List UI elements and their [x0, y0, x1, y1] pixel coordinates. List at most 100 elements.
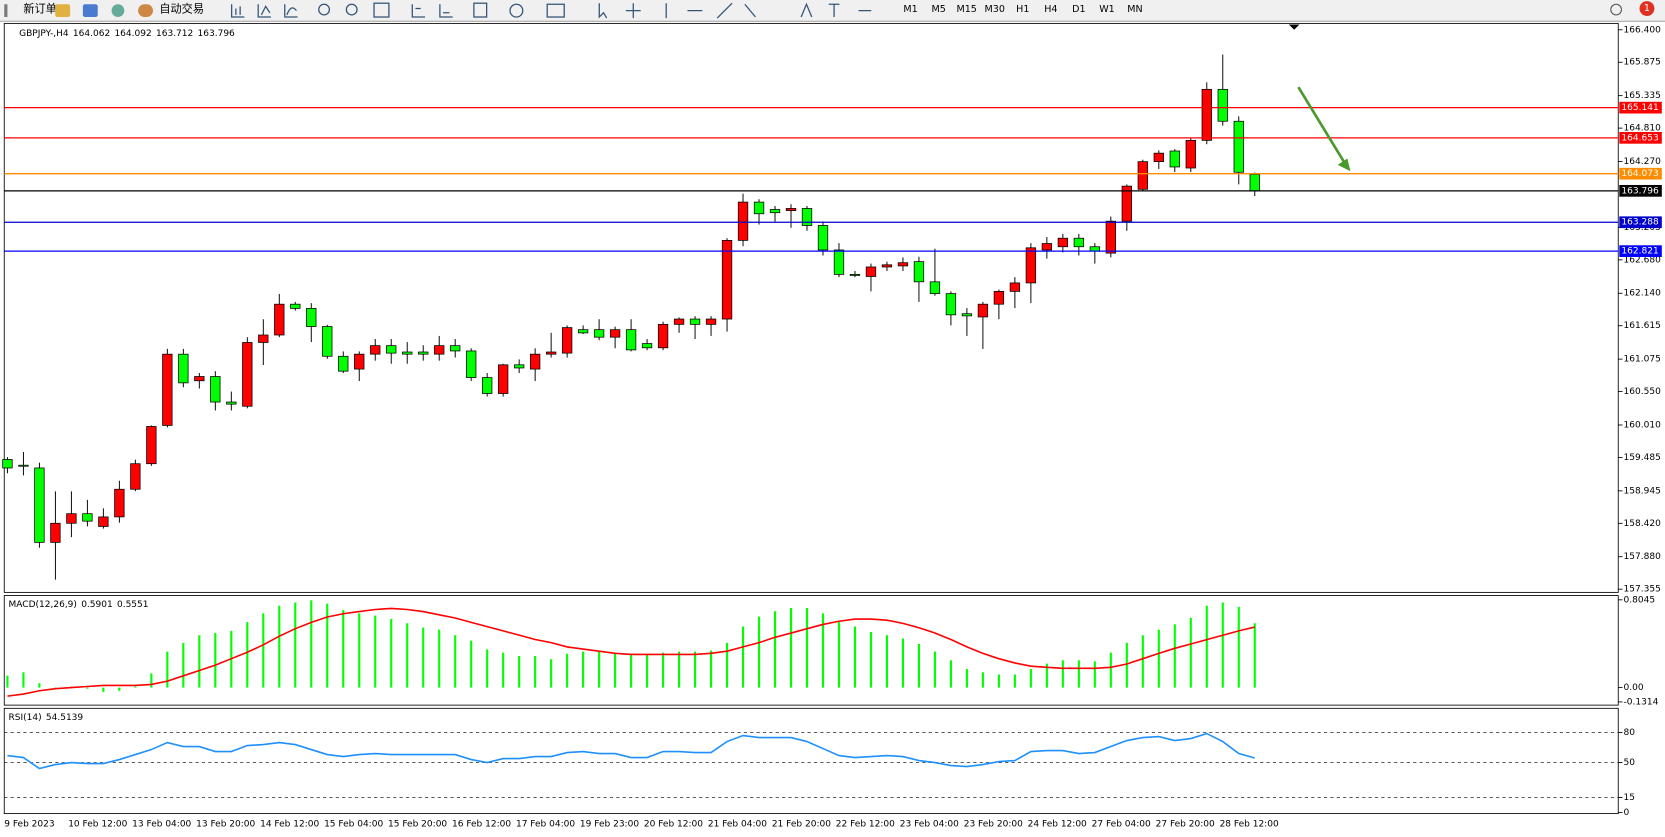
new-order-button[interactable]: 新订单: [23, 2, 56, 16]
icon[interactable]: [665, 2, 756, 19]
candle-body: [913, 261, 925, 283]
macd-bar: [342, 610, 345, 688]
header-value: 164.092: [114, 28, 151, 38]
timeframe-button[interactable]: H4: [1044, 4, 1057, 15]
icon[interactable]: [439, 4, 453, 18]
header-value: 164.062: [73, 28, 110, 38]
icon[interactable]: [55, 4, 71, 18]
icon[interactable]: [230, 4, 245, 18]
price-level-label: 164.653: [1621, 133, 1659, 143]
candle-body: [641, 343, 653, 349]
icon[interactable]: [345, 3, 358, 16]
macd-bar: [118, 687, 121, 691]
macd-bar: [550, 659, 553, 688]
macd-bar: [805, 607, 809, 688]
candle-body: [961, 313, 973, 317]
grip: [4, 4, 8, 18]
candle-body: [98, 516, 109, 527]
icon[interactable]: [373, 2, 390, 18]
candle-body: [258, 334, 269, 343]
search-icon[interactable]: [1610, 3, 1622, 16]
macd-bar: [1173, 624, 1176, 688]
icon[interactable]: [625, 3, 641, 19]
icon[interactable]: [800, 2, 872, 18]
candle-body: [354, 353, 365, 370]
candle-body: [1105, 220, 1116, 254]
candle-body: [561, 327, 573, 354]
auto-trading-button[interactable]: 自动交易: [159, 2, 204, 16]
chart-layer: 166.400 165.875 165.335 164.810 164.270 163.2…: [2, 25, 1662, 830]
y-tick-label: 159.485: [1624, 453, 1661, 463]
x-tick-label: 15 Feb 20:00: [388, 820, 447, 830]
notification-badge[interactable]: [1639, 1, 1655, 16]
timeframe-button[interactable]: M5: [931, 4, 945, 15]
auto-trading-icon[interactable]: [138, 4, 154, 18]
macd-bar: [630, 654, 633, 688]
y-tick-label: 161.075: [1624, 355, 1661, 365]
x-tick-label: 15 Feb 04:00: [324, 820, 383, 830]
header-title: RSI(14): [9, 712, 42, 722]
price-level-tag: [1619, 245, 1662, 257]
icon[interactable]: [509, 3, 524, 18]
candle-body: [34, 467, 45, 543]
y-tick-label: 162.140: [1624, 289, 1662, 299]
icon[interactable]: [473, 2, 488, 18]
macd-bar: [1237, 606, 1240, 688]
candle-body: [577, 329, 589, 334]
x-tick-label: 24 Feb 12:00: [1028, 820, 1087, 830]
macd-bar: [1061, 660, 1064, 688]
candle-body: [929, 281, 941, 294]
x-tick-label: 20 Feb 12:00: [644, 820, 703, 830]
icon[interactable]: [546, 3, 565, 18]
toolbar: 新订单 自动交易 1 M1 M5 M15 M30 H1 H4 D1 W1 MN: [0, 0, 1665, 22]
timeframe-button[interactable]: W1: [1099, 4, 1115, 15]
header-value: 0.5901: [81, 600, 113, 610]
x-tick-label: 9 Feb 2023: [4, 820, 55, 830]
icon[interactable]: [284, 4, 298, 18]
candle-body: [529, 353, 541, 370]
shift-marker: [1288, 24, 1300, 30]
x-tick-label: 13 Feb 04:00: [132, 820, 191, 830]
candle-body: [673, 318, 685, 325]
candle-body: [210, 376, 221, 403]
x-tick-label: 27 Feb 20:00: [1156, 820, 1215, 830]
macd-bar: [438, 629, 441, 688]
macd-bar: [246, 622, 249, 688]
indicator-header: RSI(14) 54.5139: [9, 712, 84, 722]
icon[interactable]: [411, 4, 426, 18]
toolbar-bg: [0, 0, 1665, 22]
timeframe-button[interactable]: MN: [1127, 4, 1142, 15]
header-value: 163.796: [198, 28, 236, 38]
candle-body: [290, 303, 301, 309]
macd-bar: [294, 602, 297, 688]
candle-body: [498, 364, 509, 394]
icon[interactable]: [598, 3, 608, 19]
candle-body: [865, 266, 877, 277]
timeframe-button[interactable]: M1: [903, 4, 917, 15]
macd-bar: [773, 611, 777, 688]
timeframe-button[interactable]: H1: [1016, 4, 1029, 15]
timeframe-button[interactable]: M15: [957, 4, 977, 15]
icon[interactable]: [318, 3, 331, 16]
macd-bar: [390, 618, 393, 688]
macd-bar: [310, 600, 313, 688]
timeframe-button[interactable]: M30: [985, 4, 1005, 15]
macd-bar: [598, 651, 601, 688]
price-level-label: 162.821: [1621, 247, 1658, 257]
candle-body: [514, 364, 525, 369]
candle-body: [242, 342, 253, 407]
timeframe-button[interactable]: D1: [1072, 4, 1085, 15]
macd-bar: [150, 673, 153, 688]
candle-body: [1089, 246, 1100, 252]
macd-bar: [709, 650, 713, 688]
icon[interactable]: [257, 4, 271, 18]
candle-body: [705, 318, 717, 325]
icon[interactable]: [111, 4, 125, 18]
arrow-shaft: [1297, 86, 1347, 165]
arrow-head: [1337, 158, 1351, 172]
macd-bar: [454, 635, 457, 688]
icon[interactable]: [82, 4, 98, 18]
candle-body: [482, 377, 493, 394]
